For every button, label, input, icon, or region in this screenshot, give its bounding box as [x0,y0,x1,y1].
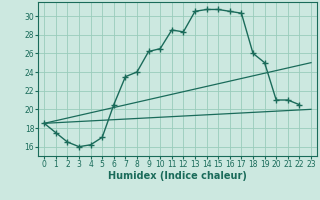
X-axis label: Humidex (Indice chaleur): Humidex (Indice chaleur) [108,171,247,181]
